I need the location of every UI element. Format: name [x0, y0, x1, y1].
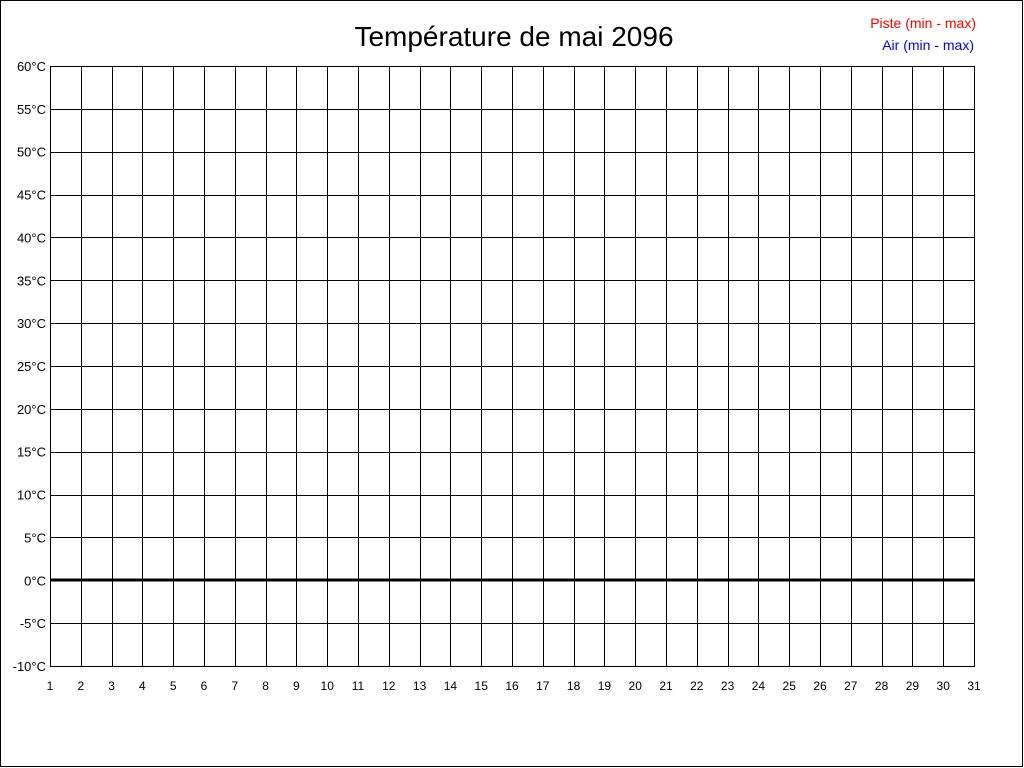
- x-tick-label: 29: [906, 679, 920, 693]
- x-tick-label: 11: [352, 679, 365, 693]
- x-tick-label: 16: [505, 679, 519, 693]
- y-tick-label: 25°C: [17, 359, 46, 374]
- x-tick-label: 5: [170, 679, 177, 693]
- x-tick-label: 21: [659, 679, 673, 693]
- y-axis-labels: 60°C 55°C 50°C 45°C 40°C 35°C 30°C 25°C 20°C 15°C…: [13, 59, 46, 674]
- x-tick-label: 10: [321, 679, 335, 693]
- x-tick-label: 22: [690, 679, 704, 693]
- x-tick-label: 28: [875, 679, 889, 693]
- x-tick-label: 26: [813, 679, 827, 693]
- y-tick-label: 20°C: [17, 402, 46, 417]
- x-tick-label: 24: [752, 679, 766, 693]
- x-tick-label: 2: [77, 679, 84, 693]
- y-tick-label: 0°C: [24, 573, 46, 588]
- x-tick-label: 4: [139, 679, 146, 693]
- x-tick-label: 31: [967, 679, 981, 693]
- y-tick-label: 55°C: [17, 102, 46, 117]
- x-tick-label: 8: [262, 679, 269, 693]
- x-tick-label: 27: [844, 679, 858, 693]
- x-tick-label: 23: [721, 679, 735, 693]
- x-tick-label: 17: [536, 679, 550, 693]
- x-tick-label: 13: [413, 679, 427, 693]
- x-tick-label: 15: [475, 679, 489, 693]
- x-tick-label: 1: [47, 679, 54, 693]
- legend-piste: Piste (min - max): [870, 15, 976, 31]
- x-tick-label: 30: [937, 679, 951, 693]
- y-tick-label: 5°C: [24, 530, 46, 545]
- chart-title: Température de mai 2096: [354, 21, 673, 52]
- y-tick-label: 10°C: [17, 488, 46, 503]
- x-tick-label: 19: [598, 679, 612, 693]
- x-tick-label: 12: [382, 679, 396, 693]
- x-tick-label: 7: [231, 679, 238, 693]
- legend-air: Air (min - max): [882, 37, 974, 53]
- x-tick-label: 6: [201, 679, 208, 693]
- x-axis-labels: 1 2 3 4 5 6 7 8 9 10 11 12 13 14 15 16 17 18 19 20 21 22 23 24 2…: [47, 679, 981, 693]
- x-tick-label: 14: [444, 679, 458, 693]
- x-tick-label: 18: [567, 679, 581, 693]
- y-tick-label: 45°C: [17, 188, 46, 203]
- y-tick-label: -5°C: [20, 616, 46, 631]
- x-tick-label: 20: [629, 679, 643, 693]
- x-tick-label: 25: [783, 679, 797, 693]
- y-tick-label: 15°C: [17, 445, 46, 460]
- x-tick-label: 3: [108, 679, 115, 693]
- y-tick-label: -10°C: [13, 659, 46, 674]
- y-tick-label: 50°C: [17, 145, 46, 160]
- y-tick-label: 40°C: [17, 230, 46, 245]
- x-tick-label: 9: [293, 679, 300, 693]
- y-tick-label: 60°C: [17, 59, 46, 74]
- y-tick-label: 30°C: [17, 316, 46, 331]
- grid: [50, 66, 975, 667]
- y-tick-label: 35°C: [17, 273, 46, 288]
